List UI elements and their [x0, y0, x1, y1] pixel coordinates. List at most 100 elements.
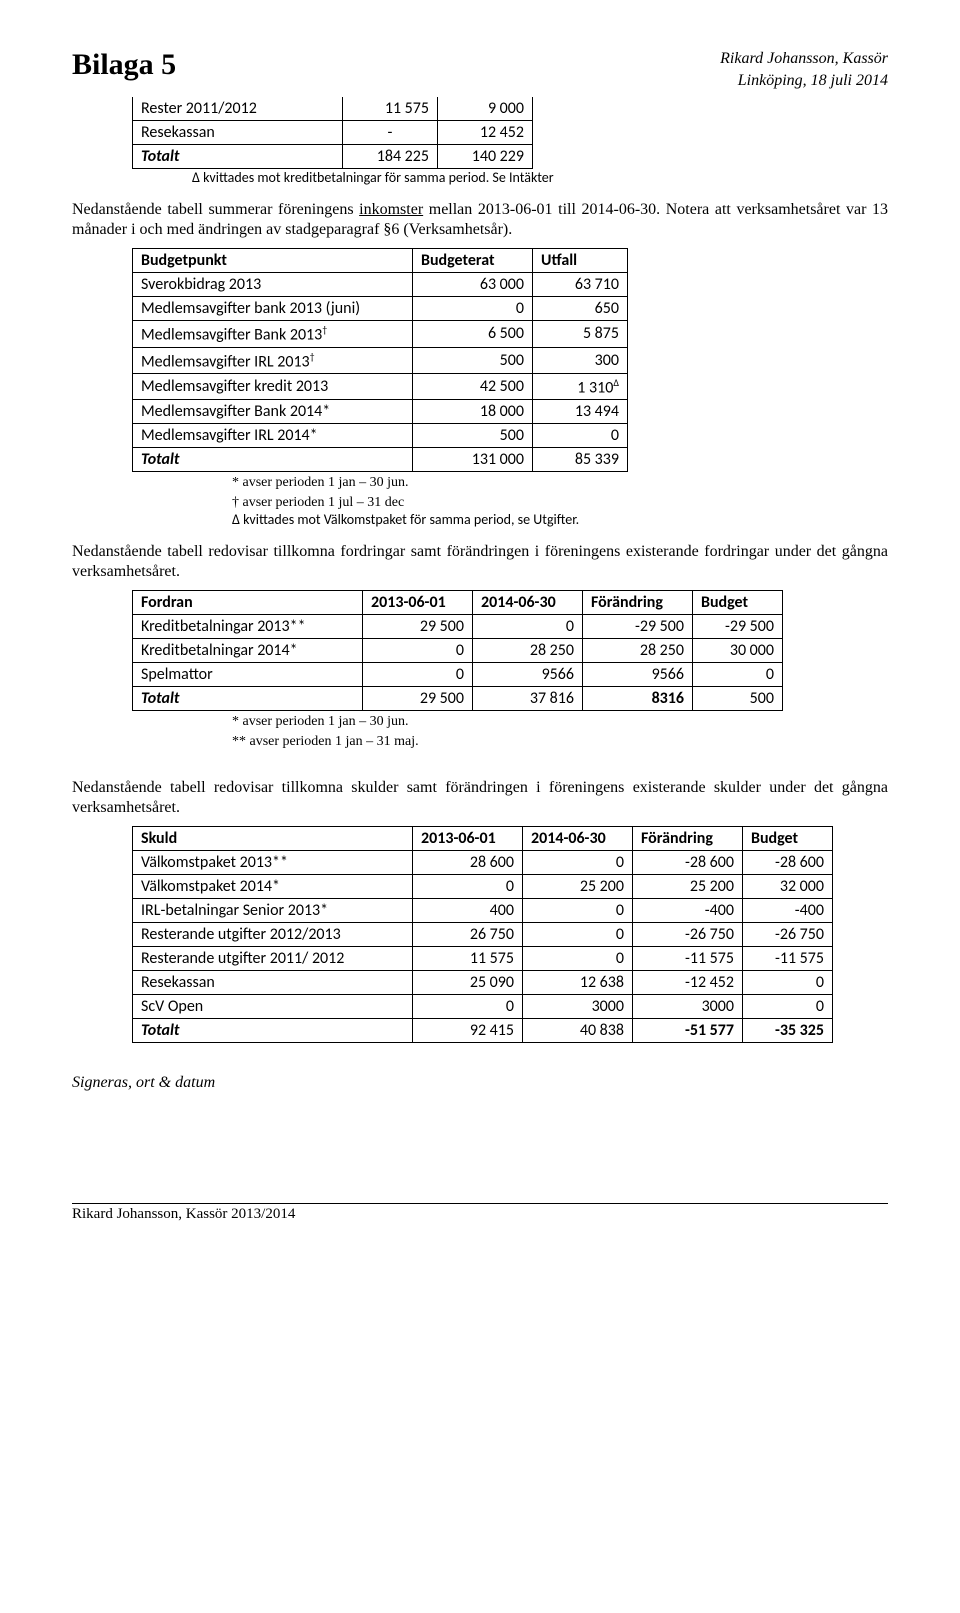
cell-value: 1 310Δ: [533, 373, 628, 399]
header-cell: Fordran: [133, 591, 363, 615]
table-budget: Budgetpunkt Budgeterat Utfall Sverokbidr…: [132, 248, 628, 472]
cell-value: 28 250: [583, 639, 693, 663]
cell-value: 0: [523, 851, 633, 875]
cell-value: 0: [523, 947, 633, 971]
footer-text: Rikard Johansson, Kassör 2013/2014: [72, 1206, 888, 1223]
cell-value: 0: [523, 899, 633, 923]
cell-label: Välkomstpaket 2014*: [133, 875, 413, 899]
cell-value: -11 575: [633, 947, 743, 971]
cell-label: ScV Open: [133, 995, 413, 1019]
cell-value: 28 600: [413, 851, 523, 875]
cell-value: 63 710: [533, 273, 628, 297]
cell-value: -29 500: [583, 615, 693, 639]
cell-value: 63 000: [413, 273, 533, 297]
table-row: Välkomstpaket 2013** 28 600 0 -28 600 -2…: [133, 851, 833, 875]
table-row: Medlemsavgifter IRL 2013† 500 300: [133, 347, 628, 373]
cell-value: -400: [633, 899, 743, 923]
cell-label: Kreditbetalningar 2014*: [133, 639, 363, 663]
cell-label: Resterande utgifter 2011/ 2012: [133, 947, 413, 971]
cell-label: Kreditbetalningar 2013**: [133, 615, 363, 639]
cell-value: 0: [743, 995, 833, 1019]
cell-value: -400: [743, 899, 833, 923]
header-cell: Utfall: [533, 249, 628, 273]
cell-label: Medlemsavgifter Bank 2013†: [133, 321, 413, 347]
cell-value: -26 750: [743, 923, 833, 947]
dagger-icon: †: [310, 350, 315, 363]
para1-a: Nedanstående tabell summerar föreningens: [72, 201, 359, 218]
cell-value: 9566: [583, 663, 693, 687]
cell-value: 12 452: [438, 121, 533, 145]
cell-value: 0: [363, 639, 473, 663]
cell-total-value: 92 415: [413, 1019, 523, 1043]
table-row: Rester 2011/2012 11 575 9 000: [133, 97, 533, 121]
header-dateline: Linköping, 18 juli 2014: [720, 70, 888, 92]
cell-total-label: Totalt: [133, 687, 363, 711]
cell-label: Medlemsavgifter kredit 2013: [133, 373, 413, 399]
header-cell: 2014-06-30: [523, 827, 633, 851]
cell-value: 500: [413, 347, 533, 373]
cell-value: -28 600: [633, 851, 743, 875]
table-fordran: Fordran 2013-06-01 2014-06-30 Förändring…: [132, 590, 783, 711]
cell-value: 400: [413, 899, 523, 923]
cell-value: -: [343, 121, 438, 145]
cell-total-value: 184 225: [343, 145, 438, 169]
cell-total-value: 131 000: [413, 448, 533, 472]
header-cell: Budgetpunkt: [133, 249, 413, 273]
cell-label: Medlemsavgifter IRL 2013†: [133, 347, 413, 373]
header-cell: Förändring: [583, 591, 693, 615]
cell-value: -11 575: [743, 947, 833, 971]
table-row-total: Totalt 131 000 85 339: [133, 448, 628, 472]
cell-label: Medlemsavgifter Bank 2014*: [133, 400, 413, 424]
cell-label: Spelmattor: [133, 663, 363, 687]
table2-note-3: Δ kvittades mot Välkomstpaket för samma …: [232, 511, 888, 528]
delta-icon: Δ: [613, 376, 619, 389]
cell-value: -29 500: [693, 615, 783, 639]
cell-label: Sverokbidrag 2013: [133, 273, 413, 297]
cell-total-value: 40 838: [523, 1019, 633, 1043]
table-header-row: Fordran 2013-06-01 2014-06-30 Förändring…: [133, 591, 783, 615]
cell-value: 0: [413, 875, 523, 899]
cell-label: Resterande utgifter 2012/2013: [133, 923, 413, 947]
cell-label: Resekassan: [133, 121, 343, 145]
cell-value: 12 638: [523, 971, 633, 995]
cell-total-value: 500: [693, 687, 783, 711]
cell-value: -28 600: [743, 851, 833, 875]
table-row-total: Totalt 92 415 40 838 -51 577 -35 325: [133, 1019, 833, 1043]
table-row: Kreditbetalningar 2013** 29 500 0 -29 50…: [133, 615, 783, 639]
table-row-total: Totalt 29 500 37 816 8316 500: [133, 687, 783, 711]
header-cell: Budget: [743, 827, 833, 851]
cell-value: 13 494: [533, 400, 628, 424]
table1-note: Δ kvittades mot kreditbetalningar för sa…: [192, 169, 888, 186]
cell-value: 0: [743, 971, 833, 995]
cell-value: 25 200: [633, 875, 743, 899]
cell-value: 9566: [473, 663, 583, 687]
cell-value: 30 000: [693, 639, 783, 663]
cell-value: -26 750: [633, 923, 743, 947]
table2-note-2: † avser perioden 1 jul – 31 dec: [232, 494, 888, 512]
cell-total-value: 140 229: [438, 145, 533, 169]
cell-value: 25 090: [413, 971, 523, 995]
cell-value: 0: [693, 663, 783, 687]
table-skuld: Skuld 2013-06-01 2014-06-30 Förändring B…: [132, 826, 833, 1043]
cell-value: 500: [413, 424, 533, 448]
para1-underline: inkomster: [359, 201, 423, 218]
cell-total-value: 37 816: [473, 687, 583, 711]
header-cell: Budget: [693, 591, 783, 615]
cell-total-value: -51 577: [633, 1019, 743, 1043]
cell-value: 0: [533, 424, 628, 448]
cell-value: 42 500: [413, 373, 533, 399]
table-row-total: Totalt 184 225 140 229: [133, 145, 533, 169]
cell-label: Medlemsavgifter bank 2013 (juni): [133, 297, 413, 321]
table-row: ScV Open 0 3000 3000 0: [133, 995, 833, 1019]
table-row: Resterande utgifter 2012/2013 26 750 0 -…: [133, 923, 833, 947]
cell-total-label: Totalt: [133, 145, 343, 169]
footer-rule: [72, 1203, 888, 1204]
table-row: Välkomstpaket 2014* 0 25 200 25 200 32 0…: [133, 875, 833, 899]
table-row: Medlemsavgifter kredit 2013 42 500 1 310…: [133, 373, 628, 399]
table-row: Spelmattor 0 9566 9566 0: [133, 663, 783, 687]
cell-value: 0: [363, 663, 473, 687]
table-row: Kreditbetalningar 2014* 0 28 250 28 250 …: [133, 639, 783, 663]
table-row: Resekassan 25 090 12 638 -12 452 0: [133, 971, 833, 995]
table-header-row: Budgetpunkt Budgeterat Utfall: [133, 249, 628, 273]
cell-label: Rester 2011/2012: [133, 97, 343, 121]
